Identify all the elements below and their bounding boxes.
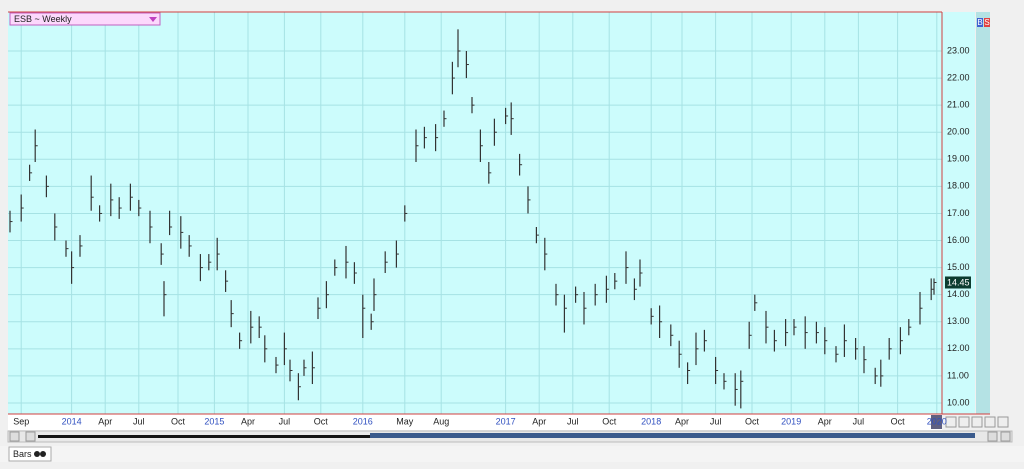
axis-corner [931,415,942,429]
sell-button-label: S [984,18,989,27]
x-tick-label: Jul [133,416,145,426]
nav-button[interactable] [997,416,1009,428]
y-tick-label: 10.00 [947,397,970,407]
y-tick-label: 13.00 [947,316,970,326]
x-tick-label: Jul [710,416,722,426]
x-tick-label: Apr [98,416,112,426]
x-tick-label: 2017 [496,416,516,426]
right-strip [976,12,990,414]
y-tick-label: 16.00 [947,235,970,245]
y-tick-label: 21.00 [947,100,970,110]
y-tick-label: 14.00 [947,289,970,299]
x-tick-label: Jul [567,416,579,426]
x-tick-label: 2018 [641,416,661,426]
nav-button[interactable] [958,416,970,428]
sell-button[interactable] [984,18,990,27]
x-tick-label: Oct [745,416,760,426]
y-tick-label: 23.00 [947,45,970,55]
y-tick-label: 18.00 [947,181,970,191]
y-tick-label: 15.00 [947,262,970,272]
x-tick-label: Aug [433,416,449,426]
last-price-label: 14.45 [947,277,970,287]
y-tick-label: 22.00 [947,72,970,82]
tab[interactable] [8,446,52,462]
x-tick-label: 2015 [204,416,224,426]
scroll-thumb[interactable] [370,433,975,438]
x-tick-label: Oct [171,416,186,426]
price-axis-bg [942,12,975,414]
scroll-left-page[interactable] [25,431,36,442]
x-tick-label: 2016 [353,416,373,426]
y-tick-label: 17.00 [947,208,970,218]
x-tick-label: Oct [602,416,617,426]
x-tick-label: Apr [818,416,832,426]
grid [8,12,942,414]
nav-buttons [945,416,1009,428]
buy-button[interactable] [977,18,983,27]
tab-bar [0,446,1024,462]
x-axis-bg [8,414,942,430]
x-tick-label: Jul [853,416,865,426]
x-tick-label: 2019 [781,416,801,426]
x-tick-label: Oct [314,416,329,426]
x-tick-label: Sep [13,416,29,426]
scroll-right-end[interactable] [1000,431,1011,442]
tab-icon [40,451,46,457]
symbol-label: ESB ~ Weekly [14,14,72,24]
x-tick-label: Apr [532,416,546,426]
x-tick-label: Apr [241,416,255,426]
last-price-box [945,276,971,289]
y-tick-label: 19.00 [947,154,970,164]
x-tick-label: 2020 [927,416,947,426]
buy-button-label: B [977,18,982,27]
y-tick-label: 12.00 [947,343,970,353]
tab-label: Bars [13,449,32,459]
x-tick-label: May [396,416,414,426]
x-tick-label: 2014 [62,416,82,426]
y-tick-label: 11.00 [947,370,969,380]
symbol-dropdown[interactable] [9,12,161,26]
x-tick-label: Jul [279,416,291,426]
bars [9,29,937,409]
x-tick-label: Oct [891,416,906,426]
y-tick-label: 20.00 [947,127,970,137]
x-tick-label: Apr [675,416,689,426]
nav-button[interactable] [984,416,996,428]
tab-icon [34,451,40,457]
dropdown-arrow [149,17,157,22]
nav-button[interactable] [945,416,957,428]
nav-button[interactable] [971,416,983,428]
scroll-right[interactable] [987,431,998,442]
scroll-left[interactable] [9,431,20,442]
